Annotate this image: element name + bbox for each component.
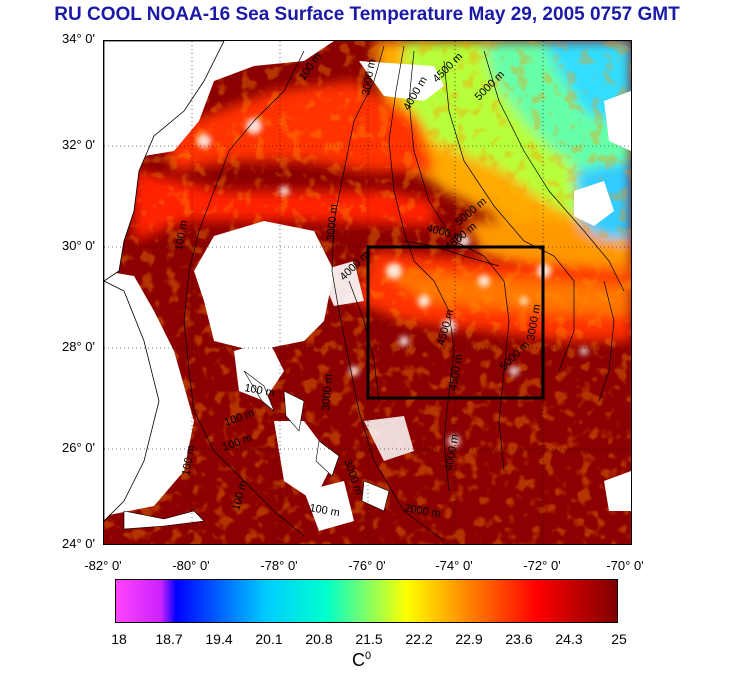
colorbar-tick-label: 22.2 — [405, 631, 433, 647]
lat-label: 34° 0' — [62, 31, 95, 46]
contour-label: 100 m — [308, 502, 340, 519]
lat-label: 32° 0' — [62, 137, 95, 152]
colorbar-tick-label: 20.8 — [305, 631, 333, 647]
lon-label: -76° 0' — [348, 558, 386, 573]
colorbar-tick-label: 20.1 — [255, 631, 283, 647]
colorbar-tick-label: 18 — [111, 631, 127, 647]
contour-label: 100 m — [173, 219, 190, 251]
colorbar-tick-label: 21.5 — [355, 631, 383, 647]
land-masses[interactable] — [104, 41, 390, 530]
colorbar-tick-label: 18.7 — [155, 631, 183, 647]
lat-label: 26° 0' — [62, 440, 95, 455]
cloud-speckles — [197, 118, 588, 447]
colorbar-tick-label: 19.4 — [205, 631, 233, 647]
colorbar-unit: C0 — [352, 650, 371, 671]
colorbar-unit-base: C — [352, 650, 365, 670]
lat-label: 30° 0' — [62, 238, 95, 253]
colorbar-tick-label: 24.3 — [555, 631, 583, 647]
lon-label: -82° 0' — [84, 558, 122, 573]
colorbar-tick-label: 25 — [611, 631, 627, 647]
lon-label: -74° 0' — [435, 558, 473, 573]
lon-label: -70° 0' — [606, 558, 644, 573]
lon-label: -72° 0' — [523, 558, 561, 573]
colorbar-tick-label: 22.9 — [455, 631, 483, 647]
contour-label: 3000 m — [325, 204, 340, 242]
lon-label: -78° 0' — [260, 558, 298, 573]
contour-label: 3000 m — [320, 374, 335, 412]
map-title: RU COOL NOAA-16 Sea Surface Temperature … — [54, 4, 680, 25]
study-area-box[interactable] — [366, 245, 545, 400]
colorbar-unit-sup: 0 — [365, 650, 372, 662]
lat-label: 24° 0' — [62, 536, 95, 551]
colorbar-tick-label: 23.6 — [505, 631, 533, 647]
contour-label: 100 m — [243, 382, 275, 399]
lon-label: -80° 0' — [172, 558, 210, 573]
sst-map[interactable]: 100 m 100 m 100 m 100 m 100 m 100 m 100 … — [103, 40, 632, 545]
sst-map-canvas: 100 m 100 m 100 m 100 m 100 m 100 m 100 … — [104, 41, 631, 544]
lat-label: 28° 0' — [62, 339, 95, 354]
contour-label: 100 m — [180, 444, 197, 476]
temperature-colorbar — [115, 579, 618, 623]
